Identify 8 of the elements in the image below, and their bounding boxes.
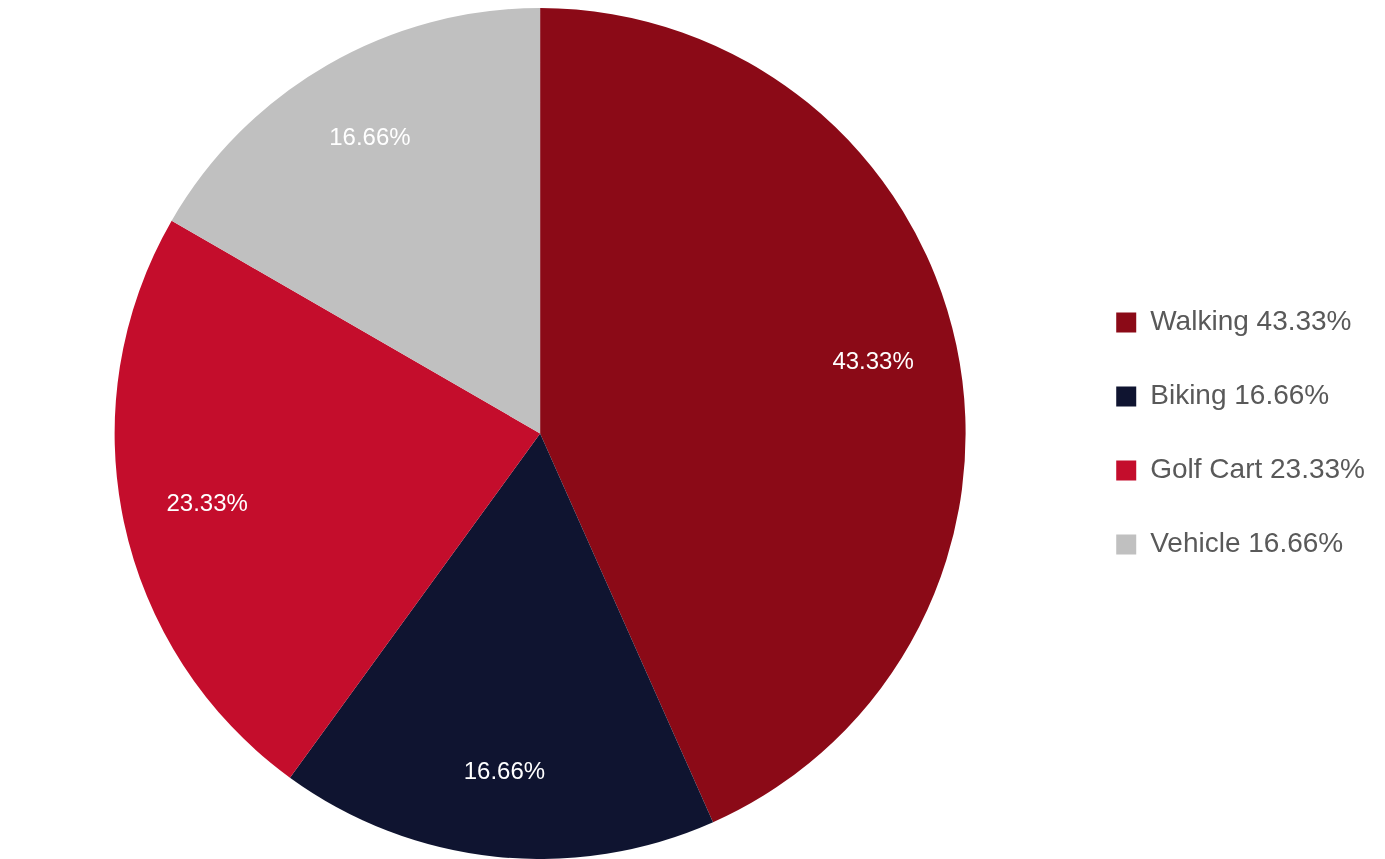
data-label: 16.66% [463, 756, 546, 784]
data-label: 23.33% [166, 488, 248, 516]
legend-label: Vehicle 16.66% [1150, 527, 1344, 559]
legend-label: Biking 16.66% [1150, 379, 1330, 411]
data-label: 43.33% [832, 347, 914, 375]
legend-label: Walking 43.33% [1150, 305, 1352, 337]
legend-label: Golf Cart 23.33% [1150, 453, 1366, 485]
data-label: 16.66% [329, 123, 411, 151]
